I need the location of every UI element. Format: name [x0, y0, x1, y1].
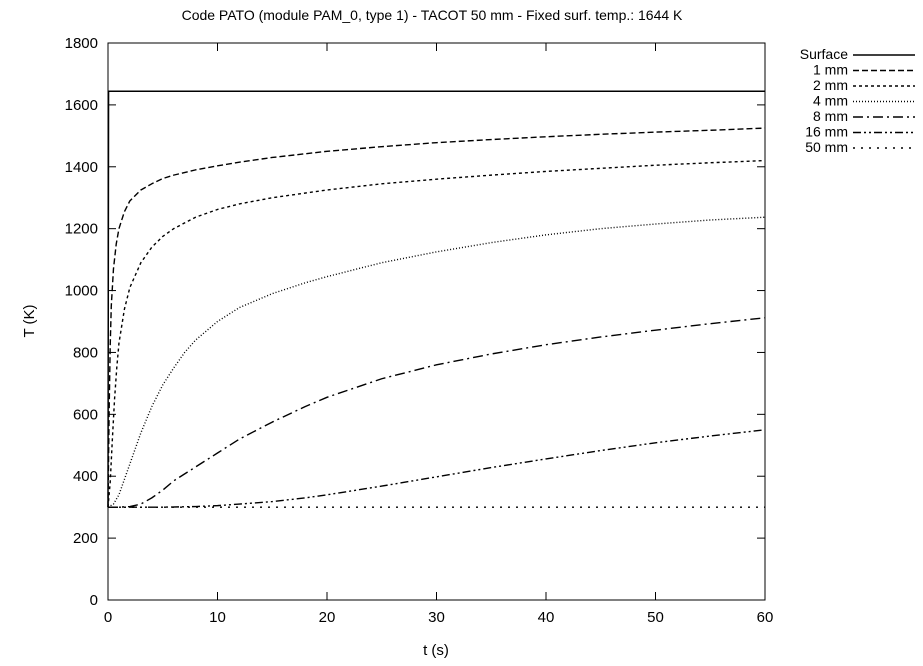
y-tick-label: 800	[73, 344, 98, 361]
y-tick-label: 1400	[65, 159, 98, 176]
series-line-surface	[108, 91, 765, 507]
x-tick-label: 10	[209, 609, 226, 626]
series-layer	[108, 91, 765, 507]
plot-area	[108, 43, 765, 600]
series-line-16-mm	[108, 430, 765, 507]
y-tick-label: 1600	[65, 97, 98, 114]
legend-label: 8 mm	[813, 108, 848, 124]
y-tick-label: 400	[73, 468, 98, 485]
y-tick-label: 1800	[65, 35, 98, 52]
series-line-8-mm	[108, 318, 765, 507]
y-tick-label: 1000	[65, 283, 98, 300]
x-tick-label: 50	[647, 609, 664, 626]
plot-frame	[108, 43, 765, 600]
y-tick-label: 0	[90, 592, 98, 609]
chart-title: Code PATO (module PAM_0, type 1) - TACOT…	[182, 7, 683, 23]
x-axis-label: t (s)	[423, 642, 449, 659]
y-axis-label: T (K)	[21, 304, 38, 337]
y-tick-label: 600	[73, 406, 98, 423]
legend-label: 4 mm	[813, 93, 848, 109]
series-line-4-mm	[108, 217, 765, 507]
x-tick-label: 0	[104, 609, 112, 626]
legend-label: 16 mm	[805, 124, 848, 140]
x-tick-label: 60	[757, 609, 774, 626]
y-axis: 0 200 400 600 800 1000 1200 1400 1600 1800	[65, 35, 765, 609]
series-line-1-mm	[108, 128, 765, 507]
y-tick-label: 200	[73, 530, 98, 547]
y-tick-label: 1200	[65, 221, 98, 238]
x-tick-label: 40	[538, 609, 555, 626]
legend-label: 50 mm	[805, 139, 848, 155]
x-axis: 0 10 20 30 40 50 60	[104, 43, 774, 626]
legend-label: 1 mm	[813, 62, 848, 78]
x-tick-label: 30	[428, 609, 445, 626]
x-tick-label: 20	[319, 609, 336, 626]
legend-label: Surface	[800, 46, 848, 62]
series-line-2-mm	[108, 161, 765, 508]
legend-label: 2 mm	[813, 77, 848, 93]
